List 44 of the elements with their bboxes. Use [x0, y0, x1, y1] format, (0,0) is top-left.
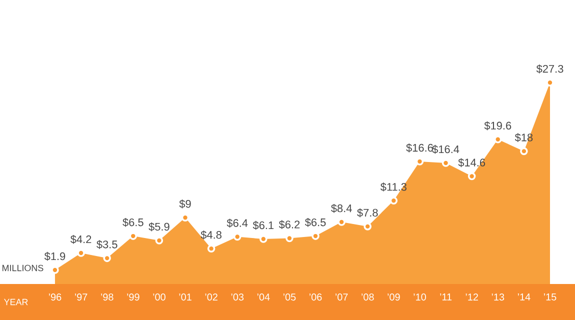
- data-label: $8.4: [331, 204, 352, 213]
- point: [520, 147, 528, 156]
- x-tick-label: ’05: [283, 294, 296, 301]
- x-tick-label: ’99: [127, 294, 140, 301]
- data-label: $4.8: [200, 230, 222, 240]
- y-axis-title: MILLIONS: [2, 264, 44, 272]
- data-label: $19.6: [484, 121, 512, 130]
- data-label: $16.6: [406, 143, 433, 152]
- x-tick-label: ’08: [362, 294, 374, 301]
- x-tick-label: ’03: [231, 294, 244, 301]
- x-axis-title: YEAR: [4, 298, 28, 306]
- x-tick-label: ’06: [309, 294, 322, 301]
- data-label: $27.3: [536, 64, 564, 74]
- data-label: $7.8: [357, 208, 378, 218]
- data-label: $16.4: [432, 144, 460, 154]
- x-tick-label: ’10: [414, 294, 426, 301]
- point: [364, 222, 372, 230]
- data-label: $1.9: [44, 252, 66, 261]
- data-label: $3.5: [96, 240, 118, 249]
- x-tick-label: ’97: [75, 294, 88, 301]
- x-tick-label: ’09: [388, 294, 400, 301]
- data-label: $6.5: [304, 218, 326, 227]
- x-tick-label: ’00: [153, 294, 166, 301]
- data-label: $4.2: [70, 234, 92, 244]
- data-label: $6.2: [278, 220, 300, 230]
- x-tick-label: ’02: [205, 294, 218, 301]
- data-label: $6.5: [122, 218, 144, 227]
- x-tick-label: ’04: [257, 294, 270, 301]
- data-label: $5.9: [148, 222, 170, 232]
- point: [468, 172, 476, 180]
- x-tick-label: ’07: [336, 294, 348, 301]
- x-tick-label: ’14: [518, 294, 530, 300]
- x-tick-label: ’13: [492, 294, 504, 301]
- data-label: $6.4: [226, 218, 248, 228]
- x-tick-label: ’01: [179, 294, 192, 301]
- x-tick-label: ’11: [440, 294, 452, 300]
- point: [207, 244, 216, 252]
- data-label: $6.1: [252, 220, 274, 230]
- point: [390, 196, 398, 205]
- data-label: $9: [179, 200, 191, 208]
- x-tick-label: ’15: [544, 294, 556, 300]
- x-tick-label: ’96: [48, 294, 62, 301]
- x-tick-label: ’12: [466, 294, 478, 300]
- x-tick-label: ’98: [101, 294, 114, 301]
